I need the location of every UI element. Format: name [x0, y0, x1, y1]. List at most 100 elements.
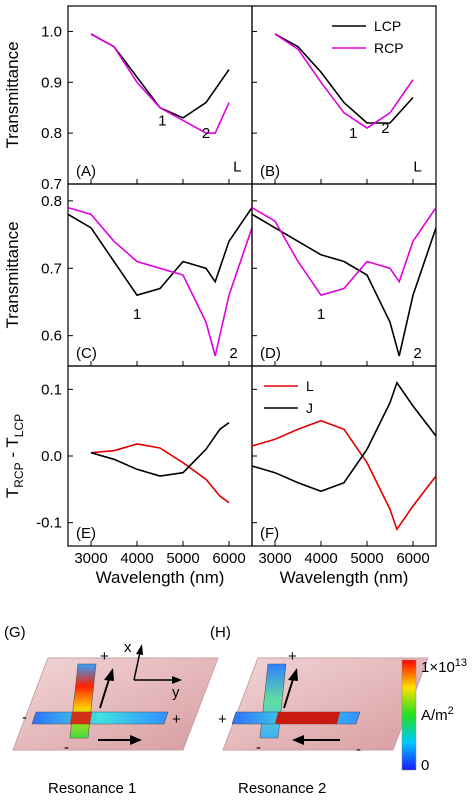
plot-frame — [67, 5, 253, 185]
series-line-rcp — [68, 206, 252, 357]
hot-segment-h — [275, 712, 340, 724]
panel-label-h: (H) — [210, 624, 231, 641]
charge-bottom-g: - — [64, 739, 69, 756]
substrate-plane-h — [222, 657, 429, 751]
panel-label: (B) — [260, 163, 280, 180]
plot-frame — [251, 183, 437, 367]
caption-resonance-1: Resonance 1 — [48, 780, 136, 797]
chart-panel-3: 0.6 0.7 0.8 Transmittance (C) 1 2 — [3, 183, 253, 367]
y-axis-label: Transmittance — [3, 41, 22, 148]
arrowhead-vertical-g — [104, 668, 114, 681]
charge-bottom-h: - — [356, 741, 361, 758]
charge-right-g: + — [172, 711, 181, 728]
y-tick-label: 0.8 — [41, 125, 62, 142]
colorbar-unit-label: A/m2 — [421, 705, 454, 724]
panel-label: (F) — [260, 525, 279, 542]
panel-label-g: (G) — [4, 624, 26, 641]
y-tick-label: 0.1 — [41, 381, 62, 398]
series-line-lcp — [90, 33, 230, 119]
axis-y-arrowhead — [172, 676, 182, 684]
x-tick-label: 6000 — [396, 550, 429, 567]
series-line-j — [90, 422, 230, 477]
caption-resonance-2: Resonance 2 — [238, 780, 326, 797]
axis-x-arrowhead — [136, 644, 143, 655]
x-tick-label: 3000 — [258, 550, 291, 567]
panel-label: (E) — [76, 525, 96, 542]
y-tick-label: 1.0 — [41, 23, 62, 40]
panel-label: (D) — [260, 345, 281, 362]
chart-panel-2: (B) 1 2 L LCP RCP — [251, 5, 437, 185]
y-axis-label-part: RCP — [12, 462, 26, 487]
series-line-l — [252, 419, 436, 532]
annotation-label: 1 — [158, 113, 166, 130]
horizontal-rod-g — [31, 711, 169, 725]
x-axis-label: Wavelength (nm) — [96, 568, 225, 587]
annotation-label: 2 — [229, 345, 237, 362]
plot-frame — [67, 183, 253, 367]
y-axis-label-part: T — [3, 488, 22, 498]
axis-x-line — [133, 651, 141, 681]
chart-panel-1: 0.7 0.8 0.9 1.0 Transmittance (A) 1 2 L — [3, 5, 253, 193]
panel-label: (C) — [76, 345, 97, 362]
colorbar-max-label: 1×1013 — [421, 657, 467, 676]
junction-g — [70, 712, 92, 724]
annotation-label: L — [233, 158, 241, 175]
axis-y-label: y — [172, 684, 180, 701]
colorbar-min-label: 0 — [421, 757, 429, 774]
charge-left-h: + — [218, 711, 227, 728]
y-axis-label-part: LCP — [12, 414, 26, 437]
y-tick-label: 0.7 — [41, 176, 62, 193]
y-axis-label: Transmittance — [3, 221, 22, 328]
x-tick-label: 4000 — [120, 550, 153, 567]
current-arrow-vertical-h — [283, 675, 295, 709]
series-line-j — [252, 380, 436, 493]
x-tick-label: 5000 — [166, 550, 199, 567]
resonance-illustrations: (G) (H) x y + - - + Resonance 1 — [4, 624, 467, 797]
y-axis-label: TRCP - TLCP — [3, 414, 26, 498]
charge-top-g: + — [100, 648, 109, 665]
x-tick-label: 6000 — [212, 550, 245, 567]
current-arrow-vertical-g — [99, 675, 111, 709]
charge-left-g: - — [22, 709, 27, 726]
y-tick-label: 0.6 — [41, 328, 62, 345]
series-line-rcp — [90, 33, 230, 134]
legend-entry: RCP — [374, 40, 404, 56]
y-tick-label: 0.7 — [41, 260, 62, 277]
series-line-rcp — [274, 33, 414, 130]
x-tick-label: 4000 — [304, 550, 337, 567]
annotation-label: 2 — [413, 345, 421, 362]
series-line-lcp — [274, 33, 414, 124]
plot-frame — [251, 365, 437, 547]
y-tick-label: 0.0 — [41, 448, 62, 465]
annotation-label: 2 — [381, 120, 389, 137]
x-axis-label: Wavelength (nm) — [280, 568, 409, 587]
legend-entry: LCP — [374, 18, 401, 34]
annotation-label: L — [413, 158, 421, 175]
annotation-label: 1 — [133, 306, 141, 323]
plot-frame — [67, 365, 253, 547]
annotation-label: 1 — [317, 306, 325, 323]
series-line-l — [90, 443, 230, 504]
series-line-lcp — [68, 207, 252, 297]
axis-x-label: x — [124, 639, 132, 656]
plot-frame — [251, 5, 437, 185]
y-tick-label: 0.9 — [41, 74, 62, 91]
annotation-label: 1 — [349, 125, 357, 142]
substrate-plane-g — [12, 657, 219, 751]
arrowhead-vertical-h — [288, 668, 298, 681]
charts-layer: 0.7 0.8 0.9 1.0 Transmittance (A) 1 2 L (B) 1 2 L LCP… — [3, 5, 437, 587]
series-line-lcp — [252, 213, 436, 357]
charge-top-h: + — [288, 648, 297, 665]
panel-label: (A) — [76, 163, 96, 180]
chart-panel-4: (D) 1 2 — [251, 183, 437, 367]
charge-bottom-left-h: - — [256, 739, 261, 756]
annotation-label: 2 — [202, 125, 210, 142]
y-tick-label: -0.1 — [36, 515, 62, 532]
x-tick-label: 5000 — [350, 550, 383, 567]
arrowhead-horizontal-g — [130, 735, 142, 745]
series-line-rcp — [252, 206, 436, 297]
legend-entry: L — [306, 378, 314, 394]
y-axis-label-part: - T — [3, 437, 22, 462]
